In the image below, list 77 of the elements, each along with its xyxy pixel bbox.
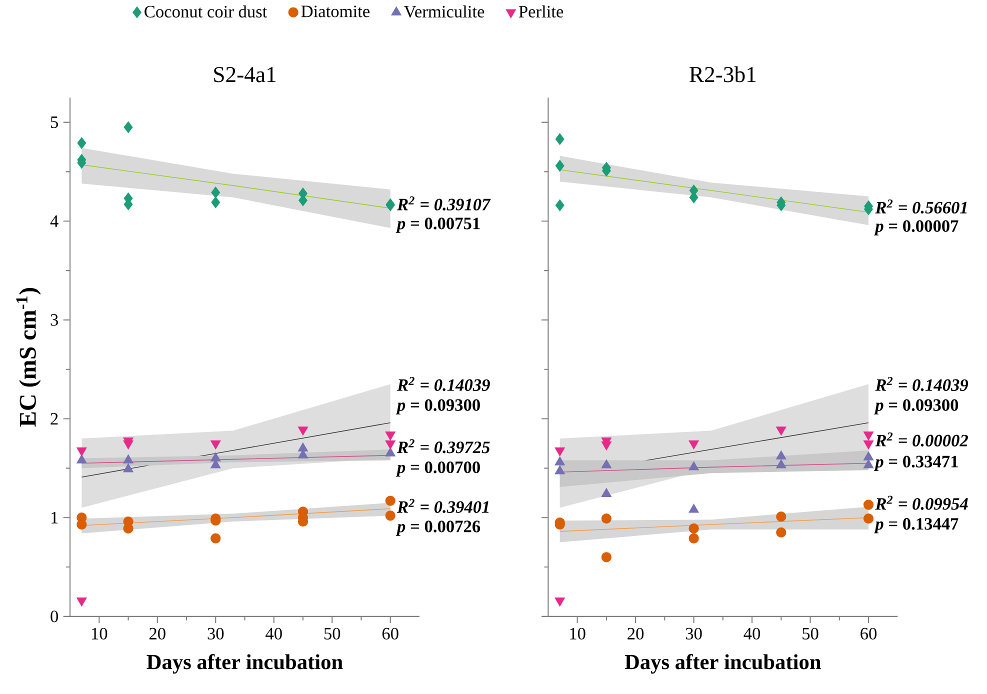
point [554, 465, 565, 474]
x-axis-title: Days after incubation [146, 654, 343, 674]
chart-title: S2-4a1 [214, 66, 276, 82]
point [776, 511, 786, 522]
point [863, 499, 874, 510]
x-tick-label: 40 [266, 628, 282, 640]
point [601, 513, 612, 524]
point [211, 196, 220, 208]
annotation: p = 0.00726 [396, 520, 480, 536]
y-tick-label: 2 [50, 412, 58, 424]
point [210, 533, 221, 544]
point [124, 121, 133, 133]
point [554, 456, 565, 466]
annotation: R$^{2}$ = 0.56601 [875, 199, 967, 214]
point [77, 136, 86, 149]
x-tick-label: 50 [802, 628, 818, 640]
point [211, 186, 220, 198]
annotation: p = 0.09300 [874, 398, 958, 414]
legend-label: Diatomite [301, 5, 370, 18]
x-tick-label: 10 [92, 628, 108, 640]
legend-label: Perlite [518, 5, 564, 18]
annotation: R$^{2}$ = 0.39725 [397, 438, 490, 454]
y-tick-label: 1 [52, 512, 58, 524]
legend-label: Vermiculite [404, 5, 484, 18]
y-tick-label: 5 [50, 116, 58, 128]
point [123, 463, 134, 472]
x-tick-label: 10 [570, 628, 586, 640]
y-tick-label: 0 [50, 610, 58, 622]
x-tick-label: 50 [324, 628, 340, 640]
point [688, 523, 699, 534]
annotation: p = 0.33471 [874, 456, 958, 471]
point [385, 496, 396, 506]
point [863, 459, 874, 468]
point [776, 450, 786, 460]
annotation: p = 0.00751 [396, 217, 480, 233]
annotation: p = 0.09300 [396, 398, 480, 414]
point [385, 447, 396, 456]
annotation: R$^{2}$ = 0.39401 [397, 498, 488, 513]
point [688, 504, 699, 513]
point [555, 160, 564, 172]
point [555, 199, 564, 211]
point [601, 488, 612, 497]
annotation: p = 0.00007 [874, 220, 958, 236]
point [123, 454, 134, 464]
point [688, 461, 699, 470]
x-tick-label: 40 [744, 628, 760, 640]
x-tick-label: 60 [860, 628, 877, 640]
annotation: p = 0.00700 [396, 461, 480, 476]
point [298, 442, 308, 452]
annotation: R$^{2}$ = 0.14039 [397, 376, 490, 391]
x-tick-label: 30 [208, 628, 224, 640]
annotation: R$^{2}$ = 0.09954 [875, 496, 968, 510]
point [76, 454, 87, 464]
point [210, 452, 221, 462]
x-tick-label: 60 [382, 628, 398, 640]
point [688, 533, 699, 544]
point [863, 513, 874, 524]
point [385, 510, 396, 520]
x-tick-label: 30 [686, 628, 702, 640]
annotation: p = 0.13447 [874, 518, 958, 534]
point [776, 459, 786, 468]
point [601, 552, 612, 562]
point [776, 527, 786, 538]
x-tick-label: 20 [149, 628, 166, 640]
point [863, 451, 874, 460]
y-tick-label: 3 [50, 314, 58, 326]
annotation: R$^{2}$ = 0.14039 [875, 376, 968, 391]
x-axis-title: Days after incubation [624, 654, 821, 674]
annotation: R$^{2}$ = 0.00002 [875, 432, 968, 446]
point [601, 459, 612, 468]
legend-label: Coconut coir dust [144, 5, 268, 18]
y-tick-label: 4 [50, 215, 58, 227]
y-axis-title: EC (mS cm$^{-1}$) [16, 288, 41, 426]
annotation: R$^{2}$ = 0.39107 [397, 196, 491, 210]
x-tick-label: 20 [628, 628, 644, 640]
chart-title: R2-3b1 [690, 66, 756, 82]
point [555, 133, 564, 145]
